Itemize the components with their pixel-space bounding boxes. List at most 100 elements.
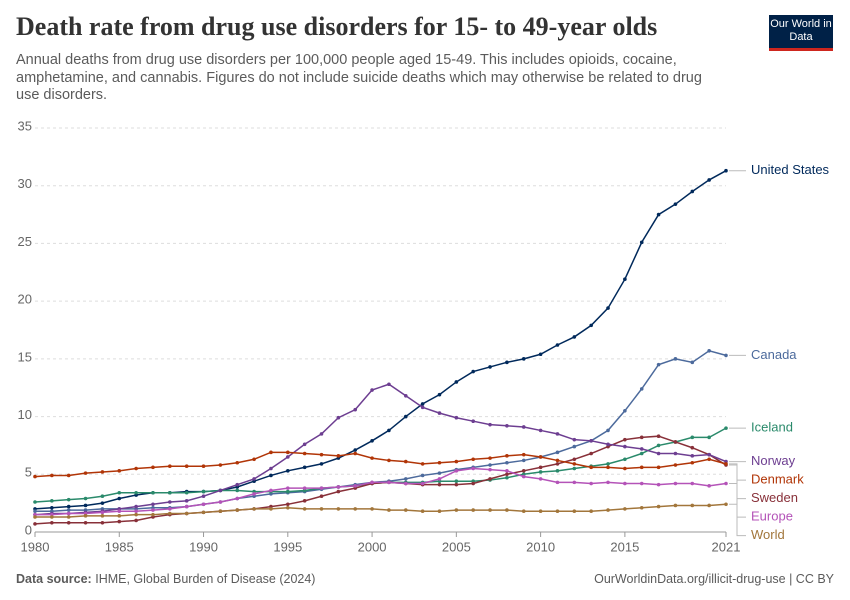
- data-point: [488, 467, 492, 472]
- data-point: [538, 465, 543, 470]
- x-tick-label: 2000: [358, 539, 387, 554]
- data-point: [488, 365, 492, 369]
- data-point: [521, 474, 526, 479]
- legend-label: Canada: [751, 347, 797, 362]
- data-point: [572, 466, 577, 471]
- logo[interactable]: Our World in Data: [769, 15, 833, 51]
- data-point: [286, 486, 290, 490]
- data-point: [623, 507, 627, 511]
- x-tick-label: 2005: [442, 539, 471, 554]
- data-point: [454, 482, 459, 487]
- data-point: [606, 442, 610, 447]
- y-tick-label: 35: [18, 118, 32, 133]
- data-point: [623, 457, 627, 462]
- data-point: [572, 335, 577, 339]
- data-point: [724, 426, 728, 430]
- data-point: [589, 439, 593, 443]
- data-point: [437, 411, 442, 415]
- data-point: [707, 452, 711, 457]
- data-point: [639, 465, 644, 470]
- footer-url[interactable]: OurWorldinData.org/illicit-drug-use | CC…: [594, 572, 834, 586]
- data-point: [505, 424, 509, 428]
- label-connector: [729, 483, 746, 518]
- data-point: [538, 352, 543, 357]
- data-point: [353, 451, 358, 456]
- data-point: [572, 457, 577, 462]
- legend-label: Sweden: [751, 490, 798, 505]
- data-point: [454, 508, 459, 512]
- data-point: [218, 488, 223, 493]
- data-point: [286, 450, 290, 455]
- data-point: [235, 496, 240, 501]
- data-point: [673, 481, 678, 486]
- data-point: [134, 490, 138, 495]
- data-point: [488, 456, 492, 460]
- data-point: [33, 500, 37, 504]
- data-point: [302, 486, 307, 490]
- data-point: [336, 507, 341, 511]
- data-point: [50, 473, 54, 478]
- data-point: [403, 414, 408, 419]
- data-point: [673, 503, 678, 508]
- data-point: [639, 451, 644, 456]
- data-point: [639, 387, 644, 391]
- series-line: [34, 170, 727, 510]
- data-point: [353, 507, 358, 511]
- data-point: [387, 428, 391, 433]
- data-point: [572, 509, 577, 514]
- data-point: [403, 508, 408, 512]
- x-tick-label: 2010: [526, 539, 555, 554]
- data-point: [66, 504, 71, 509]
- data-point: [724, 481, 728, 486]
- data-point: [471, 369, 475, 374]
- data-point: [639, 505, 644, 510]
- data-point: [420, 509, 425, 514]
- data-point: [454, 380, 459, 384]
- data-point: [555, 450, 560, 455]
- data-point: [201, 510, 206, 515]
- label-connector: [729, 464, 746, 500]
- data-point: [336, 454, 341, 458]
- data-point: [302, 499, 307, 503]
- data-point: [117, 469, 122, 473]
- y-tick-label: 25: [18, 234, 32, 249]
- data-point: [134, 518, 138, 523]
- data-point: [302, 451, 307, 456]
- data-point: [724, 168, 728, 173]
- x-tick-label: 2021: [712, 539, 741, 554]
- data-point: [471, 457, 475, 462]
- x-tick-label: 1985: [105, 539, 134, 554]
- data-point: [420, 473, 425, 478]
- data-point: [673, 202, 678, 206]
- source-label: Data source:: [16, 572, 92, 586]
- data-point: [673, 440, 678, 444]
- data-point: [623, 481, 627, 486]
- data-point: [235, 460, 240, 465]
- data-point: [252, 507, 256, 511]
- data-point: [454, 469, 459, 473]
- data-point: [33, 522, 37, 526]
- data-point: [353, 448, 358, 452]
- data-point: [184, 464, 189, 469]
- data-point: [437, 482, 442, 487]
- data-point: [690, 454, 695, 458]
- data-point: [707, 348, 711, 353]
- data-point: [471, 508, 475, 512]
- y-tick-label: 30: [18, 176, 32, 191]
- data-point: [471, 466, 475, 471]
- data-point: [454, 479, 459, 484]
- data-point: [218, 509, 223, 514]
- data-point: [505, 460, 509, 465]
- data-point: [572, 437, 577, 442]
- data-point: [403, 477, 408, 481]
- data-point: [235, 482, 240, 487]
- data-point: [623, 444, 627, 449]
- data-point: [33, 509, 37, 514]
- data-point: [690, 435, 695, 440]
- data-point: [201, 502, 206, 507]
- data-point: [33, 515, 37, 519]
- data-point: [387, 382, 391, 387]
- data-point: [555, 343, 560, 347]
- data-point: [555, 458, 560, 463]
